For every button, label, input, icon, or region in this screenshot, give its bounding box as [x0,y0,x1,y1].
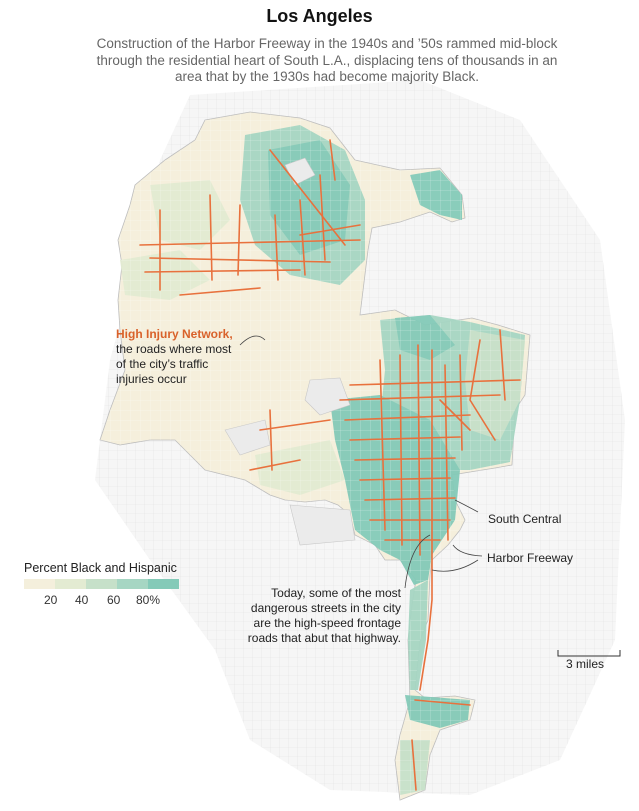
south-central-label: South Central [488,512,562,526]
legend-tick: 80% [136,593,161,607]
legend-swatch [55,579,86,589]
high-injury-line-2: of the city’s traffic [116,357,209,371]
legend-ticks: 20 40 60 80% [24,589,184,607]
high-injury-title: High Injury Network, [116,327,233,341]
high-injury-network [139,139,521,791]
today-line-1: Today, some of the most [271,586,401,600]
today-annotation: Today, some of the most dangerous street… [236,586,401,646]
legend-title: Percent Black and Hispanic [24,561,177,575]
legend-swatch [86,579,117,589]
legend-tick: 20 [44,593,58,607]
census-tract-grid [100,112,530,800]
legend: Percent Black and Hispanic 20 40 60 80% [24,561,194,607]
legend-tick: 60 [107,593,121,607]
page-title: Los Angeles [266,6,373,26]
legend-tick: 40 [75,593,89,607]
legend-swatch [117,579,148,589]
scale-label: 3 miles [566,657,605,671]
today-line-4: roads that abut that highway. [247,631,401,645]
high-injury-annotation: High Injury Network, the roads where mos… [116,327,233,387]
today-line-2: dangerous streets in the city [250,601,401,615]
legend-swatch [148,579,179,589]
harbor-freeway-label: Harbor Freeway [487,551,574,565]
high-injury-line-1: the roads where most [116,342,232,356]
page-subtitle: Construction of the Harbor Freeway in th… [96,36,558,84]
annotation-leaders [239,335,483,589]
today-line-3: are the high-speed frontage [253,616,401,630]
scale-bar [557,650,621,657]
legend-color-bar [24,579,179,589]
high-injury-line-3: injuries occur [116,372,187,386]
legend-swatch [24,579,55,589]
